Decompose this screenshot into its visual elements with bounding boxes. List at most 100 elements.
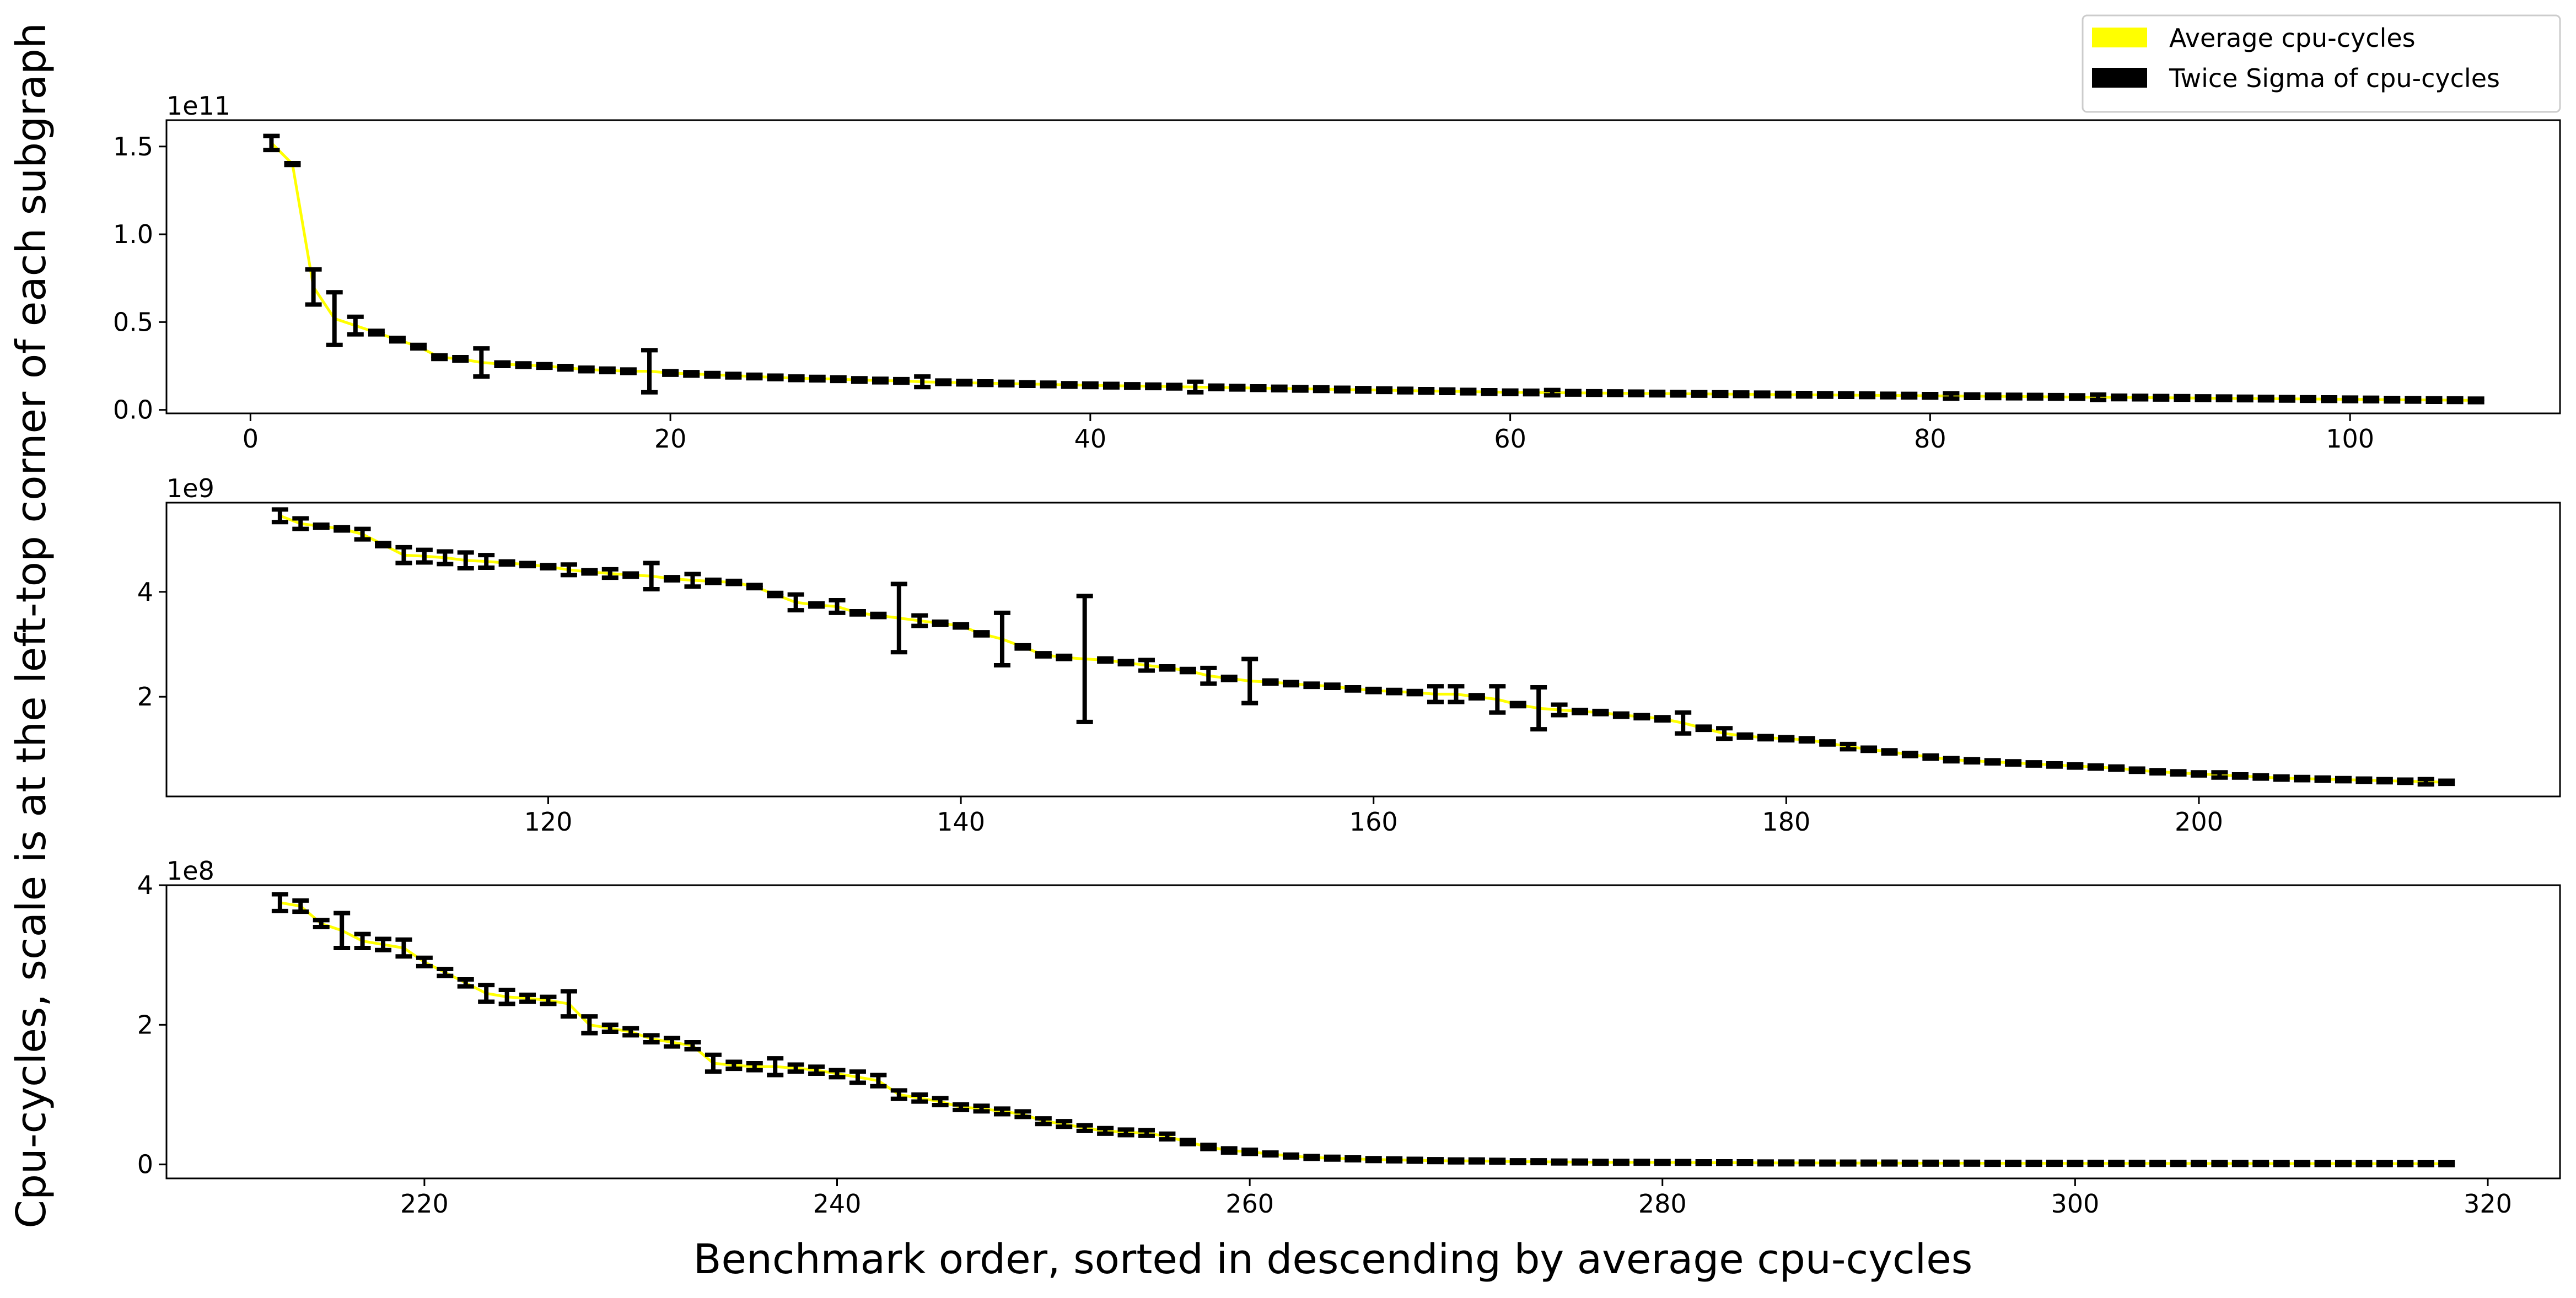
middle-errorbar: [1303, 681, 1320, 690]
top-errorbar: [914, 374, 931, 390]
top-ytick-label: 0.5: [113, 307, 153, 337]
middle-errorbar: [787, 592, 804, 613]
middle-errorbar: [1262, 678, 1279, 686]
top-xtick-label: 40: [1074, 424, 1107, 454]
bottom-errorbar: [437, 967, 454, 978]
middle-errorbar: [1035, 651, 1052, 659]
top-errorbar: [1439, 387, 1456, 396]
top-errorbar: [1585, 389, 1602, 397]
middle-errorbar: [1076, 594, 1093, 724]
top-errorbar: [809, 374, 826, 383]
bottom-errorbar: [334, 911, 351, 950]
middle-errorbar: [1592, 708, 1609, 717]
bottom-ytick-label: 4: [137, 870, 153, 900]
bottom-errorbar: [1695, 1159, 1712, 1167]
top-errorbar: [683, 370, 700, 378]
bottom-errorbar: [1612, 1159, 1630, 1166]
bottom-errorbar: [395, 937, 412, 959]
bottom-errorbar: [1840, 1159, 1857, 1167]
top-errorbar: [1712, 390, 1729, 398]
top-errorbar: [1670, 390, 1687, 398]
top-axes-frame: [165, 119, 2561, 414]
bottom-errorbar: [2376, 1160, 2393, 1167]
top-errorbar: [2321, 395, 2338, 403]
top-errorbar: [2047, 392, 2064, 401]
middle-errorbar: [2170, 769, 2187, 777]
bottom-errorbar: [1922, 1159, 1939, 1167]
middle-errorbar: [2046, 761, 2063, 769]
bottom-errorbar: [581, 1014, 598, 1036]
bottom-errorbar: [1819, 1159, 1836, 1167]
top-errorbar: [977, 379, 994, 387]
legend-swatch-twice-sigma: [2092, 68, 2147, 88]
bottom-errorbar: [911, 1092, 928, 1104]
top-errorbar: [305, 267, 322, 307]
middle-errorbar: [1530, 685, 1547, 732]
bottom-errorbar: [1509, 1158, 1526, 1166]
middle-errorbar: [560, 562, 577, 578]
top-errorbar: [389, 336, 406, 344]
top-errorbar: [1795, 391, 1813, 399]
bottom-errorbar: [1056, 1119, 1073, 1129]
top-errorbar: [2236, 394, 2254, 403]
middle-errorbar: [2190, 770, 2207, 778]
middle-errorbar: [1736, 732, 1754, 740]
middle-errorbar: [1056, 653, 1073, 661]
middle-errorbar: [1386, 687, 1403, 696]
middle-errorbar: [664, 575, 681, 583]
bottom-errorbar: [1427, 1157, 1444, 1165]
top-errorbar: [1943, 391, 1960, 401]
top-errorbar: [1774, 390, 1792, 399]
bottom-errorbar: [932, 1096, 949, 1107]
top-errorbar: [2090, 392, 2107, 402]
figure-ylabel: Cpu-cycles, scale is at the left-top cor…: [8, 23, 55, 1228]
top-errorbar: [2153, 394, 2170, 402]
middle-errorbar: [1901, 751, 1918, 758]
middle-errorbar: [2087, 763, 2104, 771]
middle-errorbar: [478, 553, 495, 570]
middle-errorbar: [581, 568, 598, 576]
top-errorbar: [1922, 391, 1939, 400]
top-ytick-label: 1.5: [113, 132, 153, 161]
top-xtick-label: 80: [1914, 424, 1946, 454]
middle-errorbar: [416, 547, 433, 565]
bottom-errorbar: [2046, 1160, 2063, 1167]
middle-errorbar: [1138, 658, 1155, 673]
bottom-xtick-label: 320: [2464, 1189, 2512, 1219]
bottom-errorbar: [1282, 1152, 1299, 1160]
top-errorbar: [830, 375, 847, 384]
top-errorbar: [1397, 386, 1414, 395]
subplot-middle: 120 140 160 180 200 2 4 1e9: [137, 473, 2561, 837]
top-errorbar: [368, 328, 385, 337]
top-errorbar: [767, 373, 784, 381]
bottom-average-line: [279, 901, 2447, 1165]
legend-frame: [2082, 14, 2561, 113]
top-errorbar: [410, 342, 427, 351]
bottom-errorbar: [1654, 1159, 1671, 1166]
bottom-errorbar: [1220, 1146, 1238, 1155]
bottom-errorbar: [973, 1103, 990, 1114]
middle-errorbar: [540, 563, 557, 570]
top-errorbar: [1964, 392, 1981, 400]
middle-xtick-label: 160: [1349, 807, 1398, 837]
top-errorbar: [578, 365, 595, 374]
bottom-errorbar: [271, 892, 288, 913]
middle-average-line: [279, 514, 2447, 784]
middle-errorbar: [2273, 774, 2290, 782]
bottom-errorbar: [643, 1033, 660, 1044]
bottom-errorbar: [2294, 1160, 2311, 1167]
bottom-errorbar: [1633, 1159, 1650, 1166]
middle-xtick-label: 200: [2175, 807, 2223, 837]
bottom-errorbar: [2005, 1160, 2022, 1167]
top-errorbar: [2299, 395, 2316, 403]
bottom-errorbar: [1179, 1138, 1196, 1146]
middle-errorbar: [911, 613, 928, 628]
middle-errorbar: [1324, 682, 1341, 690]
top-xtick-label: 60: [1494, 424, 1526, 454]
middle-errorbar: [932, 620, 949, 627]
subplot-top: 0 20 40 60 80 100 0.0 0.5 1.0 1.5 1e11: [113, 91, 2561, 454]
middle-errorbar: [1489, 684, 1506, 715]
middle-errorbar: [1159, 664, 1176, 672]
middle-errorbar: [2231, 772, 2249, 780]
